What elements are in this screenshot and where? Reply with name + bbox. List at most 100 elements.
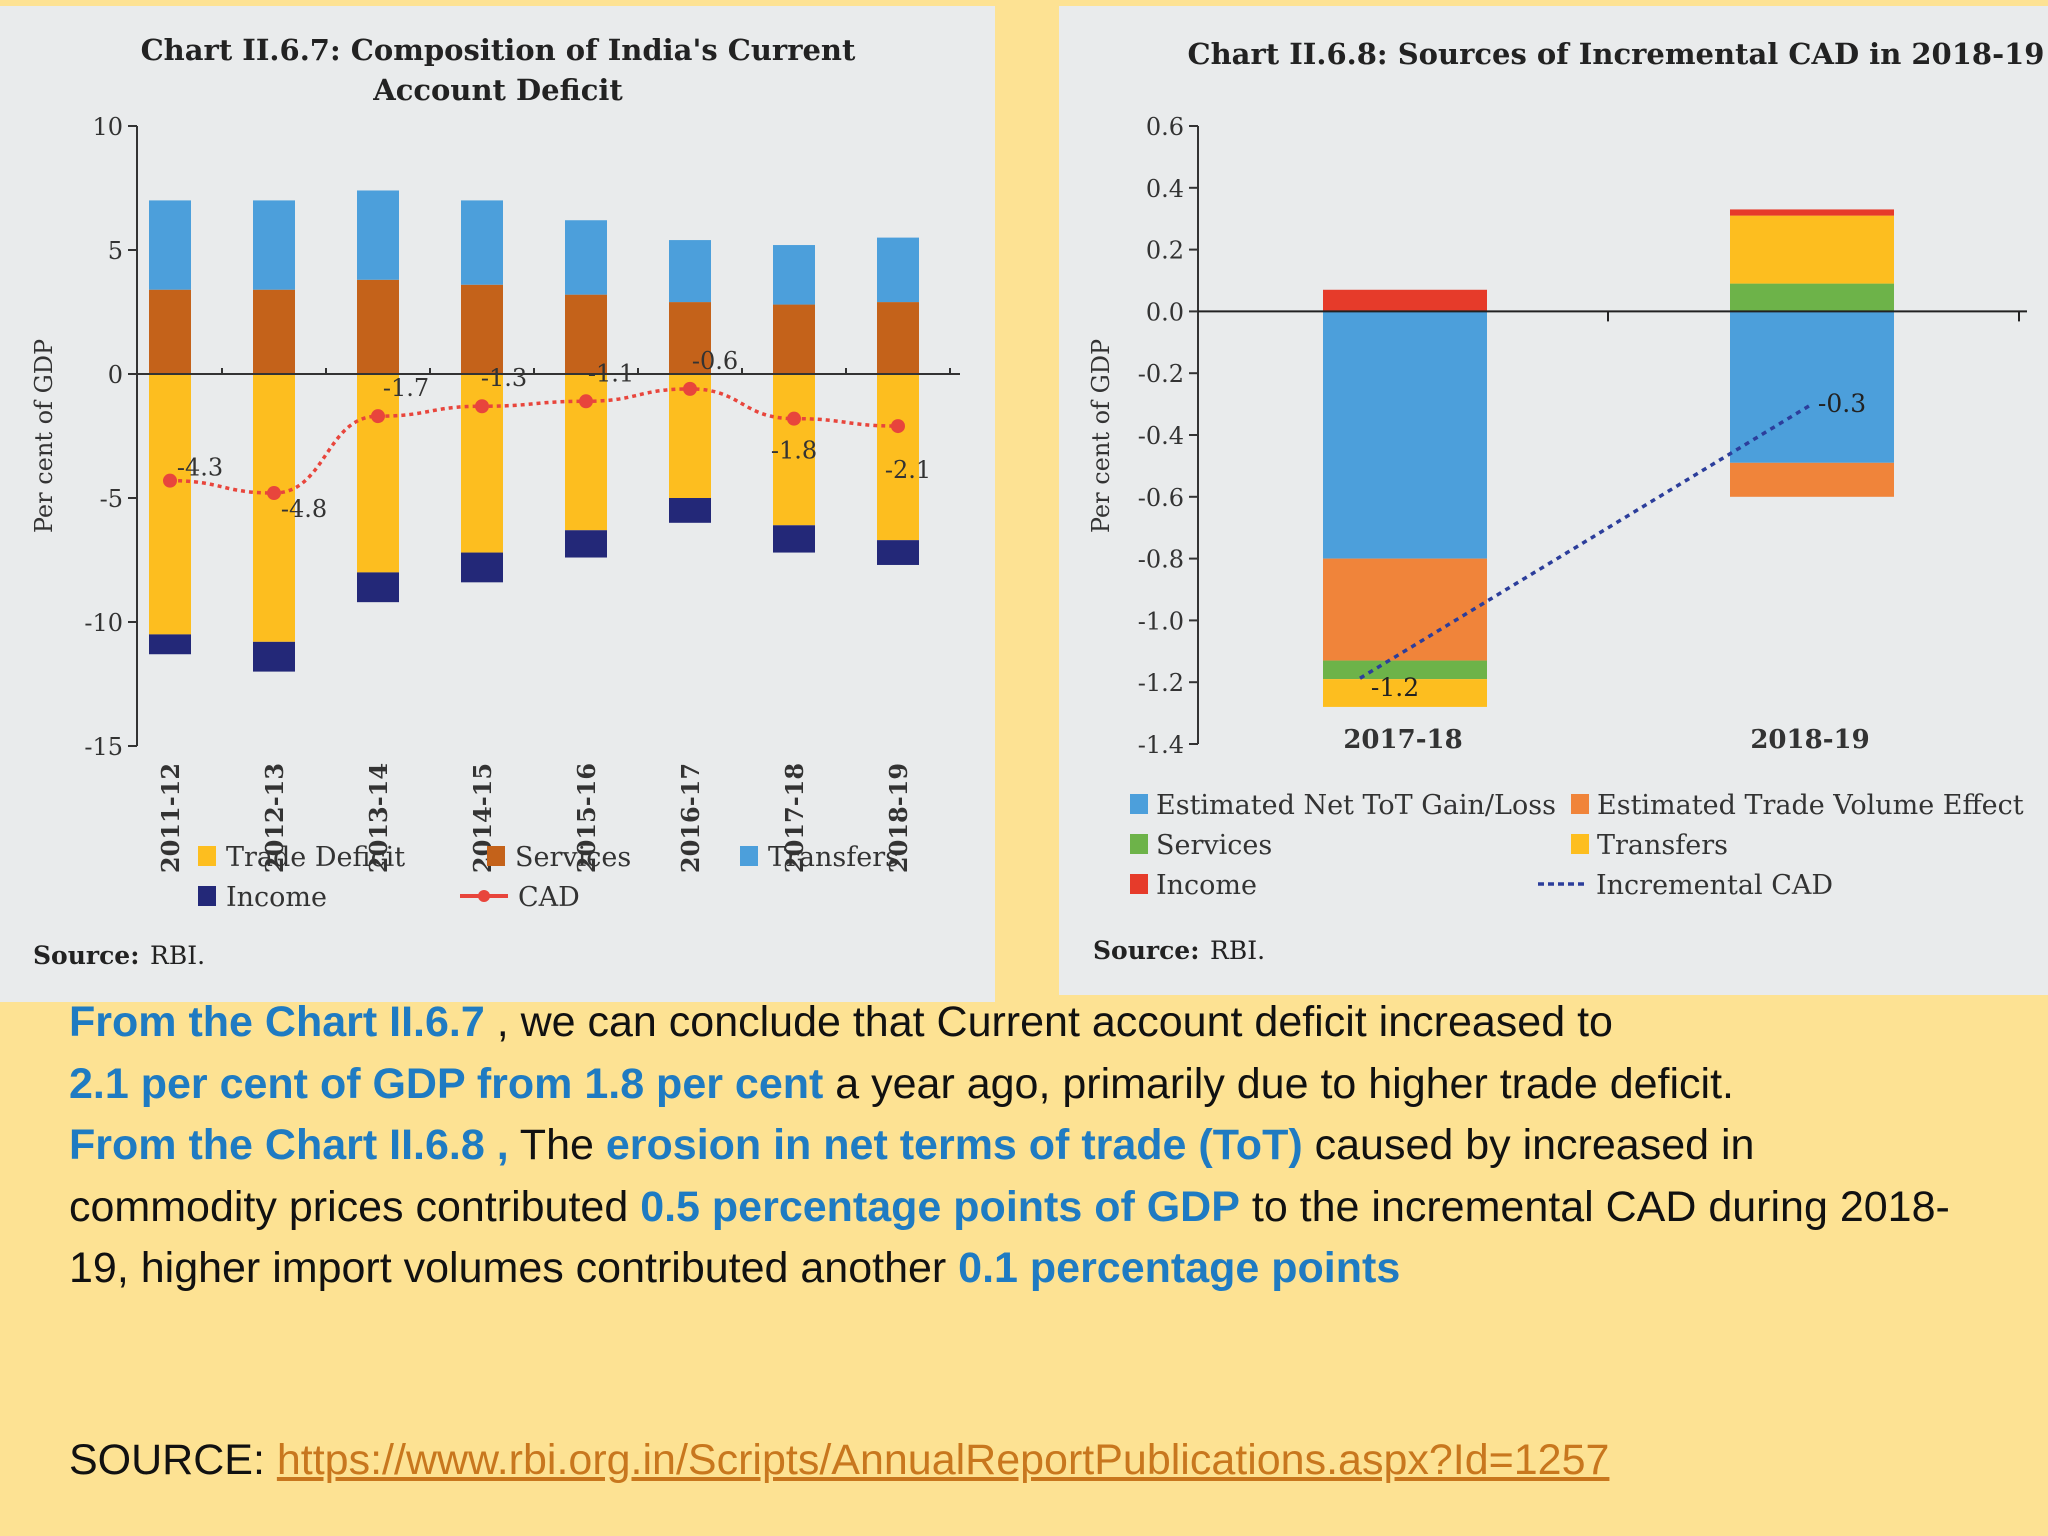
y-tick-label: 5 [108,237,123,265]
bar-segment-services [669,302,711,374]
legend-swatch [1130,874,1148,894]
legend-swatch [1130,794,1148,814]
legend-swatch-marker [478,890,490,902]
y-tick-label: -0.4 [1138,422,1184,450]
legend-swatch [1571,834,1589,854]
cad-point [267,486,281,501]
caption-paragraph-1: From the Chart II.6.7 , we can conclude … [69,992,1969,1115]
cad-data-label: -2.1 [885,456,931,484]
bar-segment-transfers [253,200,295,290]
bar-segment-services [149,289,191,374]
chart-title: Account Deficit [372,73,623,107]
caption-highlight: 0.5 percentage points of GDP [640,1182,1240,1231]
bar-segment-trade-deficit [253,374,295,642]
bar-segment-estimated-net-tot-gain-loss [1323,311,1487,559]
x-tick-label: 2013-14 [364,763,393,873]
bar-segment-trade-deficit [877,374,919,541]
bar-segment-services [1323,660,1487,680]
cad-point [683,381,697,396]
legend-label: Transfers [1597,830,1728,861]
bar-segment-services [357,279,399,374]
cad-data-label: -4.3 [177,454,223,482]
bar-segment-transfers [149,200,191,290]
bar-segment-services [461,284,503,374]
caption-highlight: From the Chart II.6.7 [69,998,485,1046]
cad-point [579,394,593,409]
legend-label: Transfers [768,842,899,873]
composition-chart: Chart II.6.7: Composition of India's Cur… [30,33,960,970]
y-tick-label: 0 [108,361,123,389]
source-link[interactable]: https://www.rbi.org.in/Scripts/AnnualRep… [276,1436,1610,1484]
legend-label: Incremental CAD [1596,870,1833,901]
y-tick-label: 0.4 [1146,175,1184,203]
legend-swatch [198,846,216,866]
cad-point [787,411,801,426]
y-tick-label: 0.2 [1146,237,1184,265]
bar-segment-services [253,289,295,374]
bar-segment-income [877,540,919,565]
legend-label: Income [226,882,327,913]
caption-text: From the Chart II.6.7 , we can conclude … [69,992,1969,1300]
bar-segment-transfers [461,200,503,285]
caption-text-run: caused by increased in commodity prices … [69,1121,1755,1231]
bar-segment-estimated-trade-volume-effect [1730,462,1894,497]
cad-data-label: -1.7 [383,374,429,402]
y-tick-label: -0.2 [1138,360,1184,388]
legend-label: Trade Deficit [226,842,405,873]
legend-swatch [1571,794,1589,814]
bar-segment-trade-deficit [149,374,191,635]
legend-label: Estimated Trade Volume Effect [1597,790,2024,821]
y-tick-label: -10 [84,609,123,637]
incremental-cad-chart: Chart II.6.8: Sources of Incremental CAD… [1087,37,2045,965]
y-tick-label: -1.2 [1138,669,1184,697]
x-tick-label: 2017-18 [1343,725,1462,755]
legend-swatch [1130,834,1148,854]
caption-highlight: erosion in net terms of trade (ToT) [605,1121,1303,1169]
bar-segment-trade-deficit [357,374,399,573]
legend-swatch [740,846,758,866]
bar-segment-income [773,525,815,553]
legend-label: Estimated Net ToT Gain/Loss [1156,790,1556,821]
cad-data-label: -0.6 [692,347,738,375]
cad-point [371,409,385,424]
bar-segment-transfers [669,240,711,303]
bar-segment-estimated-trade-volume-effect [1323,558,1487,661]
chart-title: Chart II.6.7: Composition of India's Cur… [141,33,856,67]
bar-segment-income [669,498,711,523]
bar-segment-services [1730,283,1894,312]
bar-segment-income [1323,289,1487,312]
bar-segment-transfers [773,245,815,305]
bar-segment-trade-deficit [773,374,815,526]
bar-segment-transfers [877,237,919,303]
chart-panel-incremental: Chart II.6.8: Sources of Incremental CAD… [1059,6,2048,995]
bar-segment-transfers [565,220,607,295]
incremental-cad-data-label: -0.3 [1818,389,1866,418]
legend-label: CAD [518,882,580,913]
bar-segment-services [565,294,607,374]
y-tick-label: -5 [100,485,123,513]
y-tick-label: 0.0 [1146,298,1184,326]
bar-segment-income [461,552,503,583]
y-axis-label: Per cent of GDP [30,339,58,533]
bar-segment-income [357,572,399,603]
x-tick-label: 2011-12 [156,763,185,873]
chart-title: Chart II.6.8: Sources of Incremental CAD… [1188,37,2045,71]
y-tick-label: -0.6 [1138,484,1184,512]
y-axis-label: Per cent of GDP [1087,339,1115,533]
bar-segment-transfers [1323,679,1487,707]
bar-segment-income [253,641,295,672]
y-tick-label: -0.8 [1138,546,1184,574]
y-tick-label: -15 [84,733,123,761]
source-value: RBI. [150,941,205,970]
caption-text-run: a year ago, primarily due to higher trad… [823,1059,1734,1108]
y-tick-label: -1.0 [1138,607,1184,635]
bar-segment-transfers [357,190,399,280]
bar-segment-income [149,634,191,655]
incremental-cad-data-label: -1.2 [1371,673,1419,702]
x-tick-label: 2018-19 [884,763,913,873]
cad-data-label: -4.8 [281,495,327,523]
caption-text-run: , we can conclude that Current account d… [484,998,1613,1046]
x-tick-label: 2016-17 [676,763,705,873]
bar-segment-services [773,304,815,374]
caption-highlight: 0.1 percentage points [958,1244,1401,1292]
